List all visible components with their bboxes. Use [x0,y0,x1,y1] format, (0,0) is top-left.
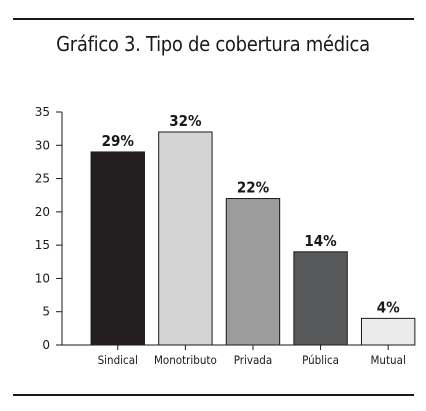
y-tick-label: 20 [35,205,50,219]
bar-pública [293,251,348,346]
chart-labels: Sindical 29% Monotributo 32% Privada 22% Públi… [98,112,406,367]
x-tick-label: Privada [234,353,273,367]
y-tick-label: 35 [35,105,50,119]
data-label: 22% [237,179,270,197]
bottom-rule [13,394,414,396]
bar-mutual [360,317,416,346]
y-tick-label: 25 [35,172,50,186]
x-tick-label: Monotributo [154,353,217,367]
y-tick-label: 0 [42,338,50,352]
y-tick-label: 10 [35,271,50,285]
x-tick-label: Sindical [98,353,138,367]
y-tick-label: 5 [42,305,50,319]
x-tick-label: Mutual [371,353,406,367]
bar-monotributo [158,131,213,346]
x-tick-label: Pública [302,353,339,367]
data-label: 4% [377,298,400,316]
data-label: 14% [304,232,337,250]
data-label: 32% [169,112,202,130]
chart-title: Gráfico 3. Tipo de cobertura médica [56,32,370,56]
data-label: 29% [102,132,135,150]
y-tick-label: 15 [35,238,50,252]
bar-sindical [90,151,145,346]
bar-privada [225,198,281,346]
chart-bars [90,131,416,346]
top-rule [13,18,414,20]
y-tick-label: 30 [35,138,50,152]
